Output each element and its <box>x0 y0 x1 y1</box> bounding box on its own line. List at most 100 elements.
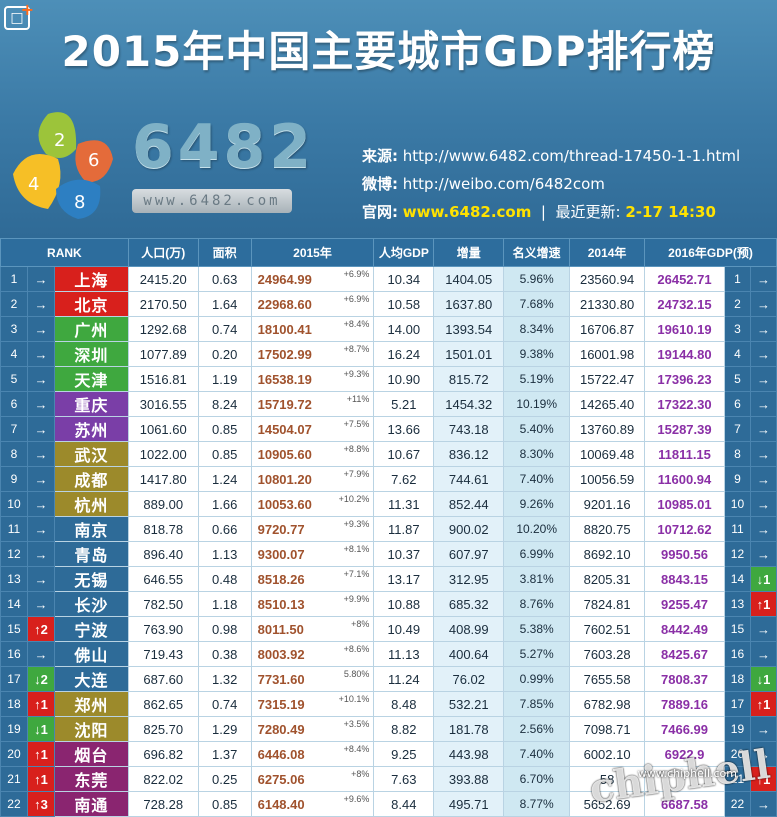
population-cell: 1516.81 <box>127 366 199 392</box>
nominal-growth-cell: 9.38% <box>503 341 571 367</box>
rank-cell: 12 <box>0 541 28 567</box>
gdp-2015-value: 14504.07 <box>257 421 312 437</box>
pred-rank-change-cell: → <box>749 266 777 292</box>
rank-change-cell: → <box>26 591 55 617</box>
pred-rank-cell: 18 <box>723 666 751 692</box>
area-cell: 0.74 <box>197 316 252 342</box>
population-cell: 2415.20 <box>127 266 199 292</box>
weibo-link[interactable]: http://weibo.com/6482com <box>402 175 605 193</box>
nominal-growth-cell: 5.40% <box>503 416 571 442</box>
pred-rank-cell: 20 <box>723 741 751 767</box>
nominal-growth-cell: 8.76% <box>503 591 571 617</box>
area-cell: 1.37 <box>197 741 252 767</box>
nominal-growth-cell: 7.85% <box>503 691 571 717</box>
per-capita-cell: 13.66 <box>373 416 435 442</box>
population-cell: 646.55 <box>127 566 199 592</box>
pred-rank-cell: 6 <box>723 391 751 417</box>
population-cell: 696.82 <box>127 741 199 767</box>
gdp-2014-cell: 7824.81 <box>569 591 646 617</box>
gdp-2016-pred-cell: 8442.49 <box>644 616 725 642</box>
gdp-2015-cell: 9300.07 +8.1% <box>250 541 375 567</box>
area-cell: 1.32 <box>197 666 252 692</box>
gdp-2015-cell: 10801.20 +7.9% <box>250 466 375 492</box>
per-capita-cell: 10.37 <box>373 541 435 567</box>
gdp-2015-cell: 6275.06 +8% <box>250 766 375 792</box>
pred-rank-change-cell: → <box>749 741 777 767</box>
rank-change-cell: ↑3 <box>26 791 55 817</box>
population-cell: 782.50 <box>127 591 199 617</box>
population-cell: 889.00 <box>127 491 199 517</box>
gdp-2015-cell: 8003.92 +8.6% <box>250 641 375 667</box>
city-cell: 沈阳 <box>53 716 129 742</box>
pred-rank-cell: 4 <box>723 341 751 367</box>
area-cell: 0.85 <box>197 441 252 467</box>
gdp-2015-cell: 15719.72 +11% <box>250 391 375 417</box>
gdp-2015-cell: 24964.99 +6.9% <box>250 266 375 292</box>
growth-rate: +8.6% <box>343 644 370 654</box>
pred-rank-cell: 13 <box>723 591 751 617</box>
per-capita-cell: 14.00 <box>373 316 435 342</box>
gdp-2015-value: 7731.60 <box>257 671 305 687</box>
city-cell: 烟台 <box>53 741 129 767</box>
city-cell: 东莞 <box>53 766 129 792</box>
rank-cell: 3 <box>0 316 28 342</box>
rank-change-cell: → <box>26 491 55 517</box>
gdp-2015-cell: 8510.13 +9.9% <box>250 591 375 617</box>
source-label: 来源: <box>362 147 398 165</box>
gdp-2014-cell: 7602.51 <box>569 616 646 642</box>
gdp-2015-value: 7280.49 <box>257 721 305 737</box>
increment-cell: 495.71 <box>433 791 505 817</box>
increment-cell: 836.12 <box>433 441 505 467</box>
rank-change-cell: ↓2 <box>26 666 55 692</box>
nominal-growth-cell: 5.96% <box>503 266 571 292</box>
pred-rank-cell: 16 <box>723 641 751 667</box>
pred-rank-change-cell: → <box>749 366 777 392</box>
growth-rate: +7.1% <box>343 569 370 579</box>
growth-rate: +10.2% <box>338 494 370 504</box>
pred-rank-cell: 14 <box>723 566 751 592</box>
city-cell: 宁波 <box>53 616 129 642</box>
weibo-label: 微博: <box>362 175 398 193</box>
increment-cell: 443.98 <box>433 741 505 767</box>
population-cell: 1292.68 <box>127 316 199 342</box>
per-capita-cell: 10.88 <box>373 591 435 617</box>
site-link[interactable]: www.6482.com <box>402 203 532 221</box>
rank-change-cell: ↑1 <box>26 741 55 767</box>
gdp-2016-pred-cell: 8843.15 <box>644 566 725 592</box>
gdp-2015-cell: 10905.60 +8.8% <box>250 441 375 467</box>
area-cell: 0.74 <box>197 691 252 717</box>
brand-url[interactable]: www.6482.com <box>132 189 292 213</box>
city-cell: 成都 <box>53 466 129 492</box>
source-link[interactable]: http://www.6482.com/thread-17450-1-1.htm… <box>402 147 741 165</box>
pred-rank-cell: 3 <box>723 316 751 342</box>
gdp-2015-cell: 7280.49 +3.5% <box>250 716 375 742</box>
rank-change-cell: → <box>26 641 55 667</box>
gdp-2016-pred-cell: 10712.62 <box>644 516 725 542</box>
gdp-2014-cell: 13760.89 <box>569 416 646 442</box>
rank-cell: 9 <box>0 466 28 492</box>
city-cell: 杭州 <box>53 491 129 517</box>
growth-rate: 5.80% <box>343 669 370 679</box>
rank-change-cell: → <box>26 441 55 467</box>
header-banner: □ + 2015年中国主要城市GDP排行榜 2 6 4 8 6482 www.64… <box>0 0 777 238</box>
per-capita-cell: 10.58 <box>373 291 435 317</box>
gdp-2015-value: 15719.72 <box>257 396 312 412</box>
column-header: 人口(万) <box>127 238 199 267</box>
increment-cell: 685.32 <box>433 591 505 617</box>
column-header: 2016年GDP(预) <box>644 238 777 267</box>
gdp-2015-cell: 9720.77 +9.3% <box>250 516 375 542</box>
brand-name: 6482 <box>132 112 315 182</box>
rank-cell: 15 <box>0 616 28 642</box>
increment-cell: 743.18 <box>433 416 505 442</box>
population-cell: 896.40 <box>127 541 199 567</box>
pred-rank-cell: 9 <box>723 466 751 492</box>
nominal-growth-cell: 3.81% <box>503 566 571 592</box>
gdp-2014-cell: 7603.28 <box>569 641 646 667</box>
increment-cell: 1501.01 <box>433 341 505 367</box>
rank-cell: 6 <box>0 391 28 417</box>
gdp-2016-pred-cell: 7808.37 <box>644 666 725 692</box>
add-icon[interactable]: □ + <box>4 0 34 30</box>
pred-rank-cell: 5 <box>723 366 751 392</box>
gdp-2015-value: 8510.13 <box>257 596 305 612</box>
city-cell: 南通 <box>53 791 129 817</box>
